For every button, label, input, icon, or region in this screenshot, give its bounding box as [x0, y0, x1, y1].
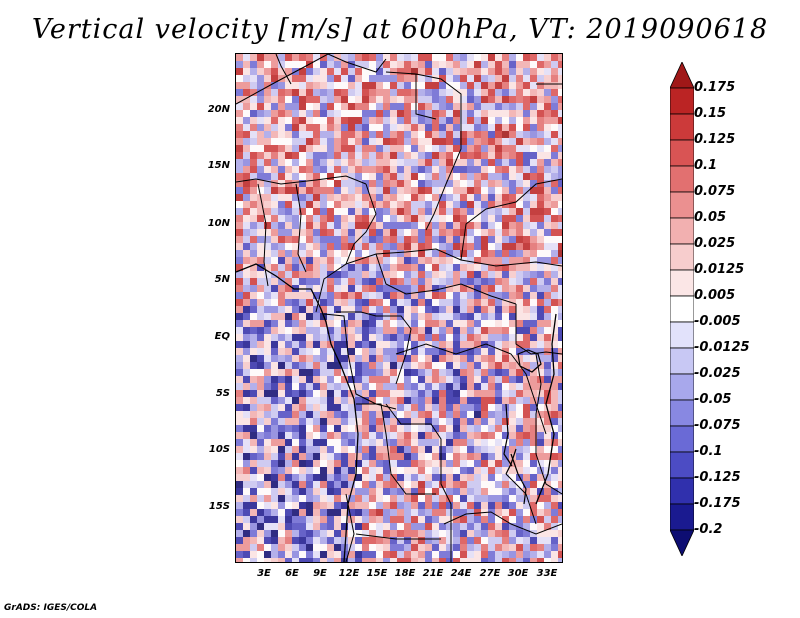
coastline	[236, 263, 557, 562]
colorbar-swatch	[669, 165, 695, 193]
colorbar-label: 0.1	[694, 158, 718, 173]
lon-label: 18E	[394, 568, 416, 579]
footer-credit: GrADS: IGES/COLA	[4, 603, 98, 613]
lon-label: 21E	[422, 568, 444, 579]
lon-label: 12E	[338, 568, 360, 579]
colorbar-label: -0.05	[694, 392, 732, 407]
colorbar-swatch	[669, 477, 695, 505]
colorbar-graphic	[669, 61, 695, 557]
colorbar-swatch	[669, 269, 695, 297]
lat-label: 20N	[207, 104, 230, 115]
colorbar-swatch	[669, 139, 695, 167]
colorbar-label: -0.025	[694, 366, 741, 381]
lat-label: 15N	[207, 160, 230, 171]
colorbar-label: -0.005	[694, 314, 741, 329]
colorbar-swatch	[669, 451, 695, 479]
lon-label: 24E	[450, 568, 472, 579]
velocity-field	[236, 54, 562, 562]
lon-label: 9E	[313, 568, 327, 579]
colorbar-swatch	[669, 87, 695, 115]
colorbar-label: -0.075	[694, 418, 741, 433]
colorbar-swatch	[669, 425, 695, 453]
velocity-map	[235, 53, 563, 563]
country-borders	[236, 54, 562, 562]
colorbar-swatch	[669, 347, 695, 375]
lon-label: 15E	[366, 568, 388, 579]
colorbar-swatch	[669, 503, 695, 531]
colorbar-label: -0.125	[694, 470, 741, 485]
lon-label: 33E	[536, 568, 558, 579]
map-canvas	[236, 54, 562, 562]
colorbar-label: 0.125	[694, 132, 736, 147]
colorbar-label: -0.1	[694, 444, 723, 459]
lat-label: EQ	[214, 331, 230, 342]
lat-label: 10N	[207, 218, 230, 229]
lat-label: 5N	[214, 274, 230, 285]
lon-label: 30E	[507, 568, 529, 579]
colorbar-label: 0.005	[694, 288, 736, 303]
colorbar-swatch	[669, 321, 695, 349]
colorbar-swatch	[669, 113, 695, 141]
lakes	[503, 349, 542, 505]
colorbar-swatch	[669, 61, 695, 89]
colorbar-swatch	[669, 373, 695, 401]
lat-label: 5S	[215, 388, 230, 399]
colorbar-label: -0.2	[694, 522, 723, 537]
colorbar-label: 0.15	[694, 106, 727, 121]
colorbar-label: -0.0125	[694, 340, 750, 355]
colorbar-label: 0.025	[694, 236, 736, 251]
colorbar-swatch	[669, 295, 695, 323]
map-title: Vertical velocity [m/s] at 600hPa, VT: 2…	[31, 14, 769, 45]
colorbar-swatch	[669, 243, 695, 271]
colorbar-label: -0.175	[694, 496, 741, 511]
colorbar-label: 0.0125	[694, 262, 745, 277]
lat-label: 10S	[208, 444, 230, 455]
colorbar-label: 0.175	[694, 80, 736, 95]
colorbar-swatch	[669, 529, 695, 557]
lon-label: 3E	[257, 568, 271, 579]
lon-label: 27E	[479, 568, 501, 579]
lon-label: 6E	[285, 568, 299, 579]
colorbar-label: 0.075	[694, 184, 736, 199]
colorbar-swatch	[669, 217, 695, 245]
colorbar-swatch	[669, 191, 695, 219]
colorbar	[669, 61, 695, 560]
colorbar-label: 0.05	[694, 210, 727, 225]
lat-label: 15S	[208, 501, 230, 512]
colorbar-swatch	[669, 399, 695, 427]
